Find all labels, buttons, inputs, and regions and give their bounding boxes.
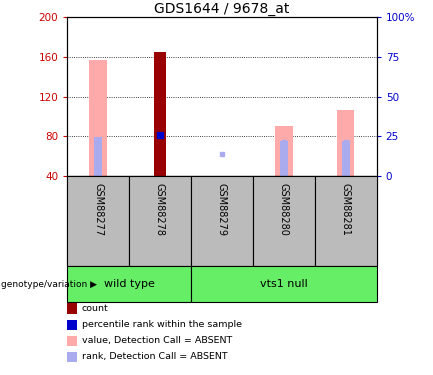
Bar [129,176,191,266]
Bar [191,266,377,302]
Text: GSM88278: GSM88278 [155,183,165,237]
Bar [337,110,355,176]
Bar [342,141,350,176]
Text: value, Detection Call = ABSENT: value, Detection Call = ABSENT [82,336,232,345]
Text: wild type: wild type [103,279,155,289]
Text: rank, Detection Call = ABSENT: rank, Detection Call = ABSENT [82,352,227,362]
Text: vts1 null: vts1 null [260,279,308,289]
Bar [191,176,253,266]
Text: GSM88280: GSM88280 [279,183,289,236]
Bar [94,137,102,176]
Bar [67,176,129,266]
Bar [275,126,293,176]
Bar [89,60,107,176]
Title: GDS1644 / 9678_at: GDS1644 / 9678_at [154,2,290,16]
Text: count: count [82,304,109,313]
Bar [67,266,191,302]
Text: GSM88277: GSM88277 [93,183,103,237]
Text: percentile rank within the sample: percentile rank within the sample [82,320,242,329]
Bar [315,176,377,266]
Bar [253,176,315,266]
Text: GSM88279: GSM88279 [217,183,227,237]
Bar [155,52,165,176]
Bar [67,176,377,266]
Text: GSM88281: GSM88281 [341,183,351,236]
Bar [280,141,288,176]
Text: genotype/variation ▶: genotype/variation ▶ [1,280,97,289]
